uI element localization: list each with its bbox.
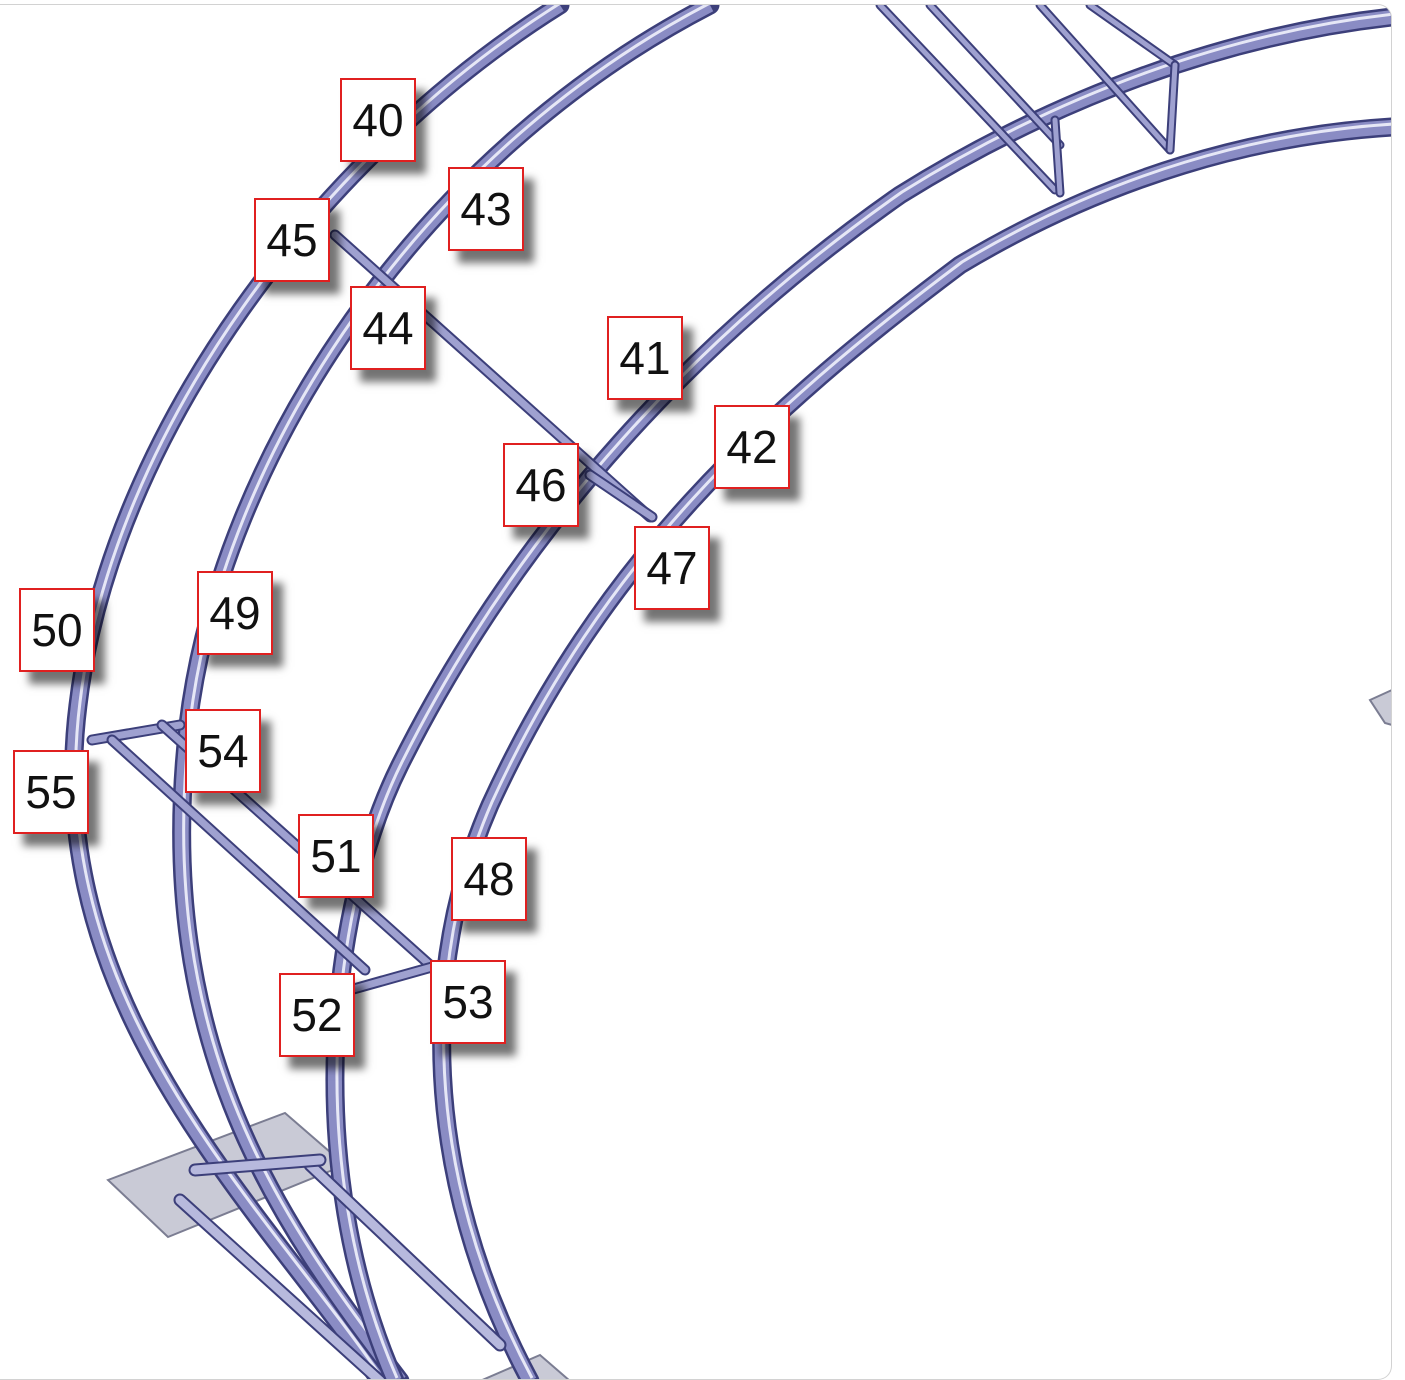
callout-49: 49	[197, 571, 273, 655]
callout-40: 40	[340, 78, 416, 162]
brace-base-rails	[173, 1153, 507, 1379]
truss-arch-drawing	[64, 5, 1391, 1379]
brace-upper-short	[584, 469, 658, 523]
callout-53: 53	[430, 960, 506, 1044]
callout-45: 45	[254, 198, 330, 282]
callout-51: 51	[298, 814, 374, 898]
callout-52: 52	[279, 973, 355, 1057]
callout-42: 42	[714, 405, 790, 489]
base-plate-far-right	[1368, 689, 1391, 726]
callout-54: 54	[185, 709, 261, 793]
callout-50: 50	[19, 588, 95, 672]
brace-upper-diagonal	[329, 229, 656, 523]
callout-47: 47	[634, 526, 710, 610]
brace-top-right-rails	[875, 5, 1180, 198]
callout-48: 48	[451, 837, 527, 921]
brace-lower-frame	[86, 719, 438, 996]
arch-tube-inner-2	[432, 117, 1391, 1379]
arch-tube-outer-1	[64, 5, 570, 1379]
callout-43: 43	[448, 167, 524, 251]
callout-55: 55	[13, 750, 89, 834]
callout-46: 46	[503, 443, 579, 527]
callout-44: 44	[350, 286, 426, 370]
drawing-frame: 40 41 42 43 44 45 46 47 48 49 50 51 52 5…	[0, 4, 1392, 1380]
callout-41: 41	[607, 316, 683, 400]
